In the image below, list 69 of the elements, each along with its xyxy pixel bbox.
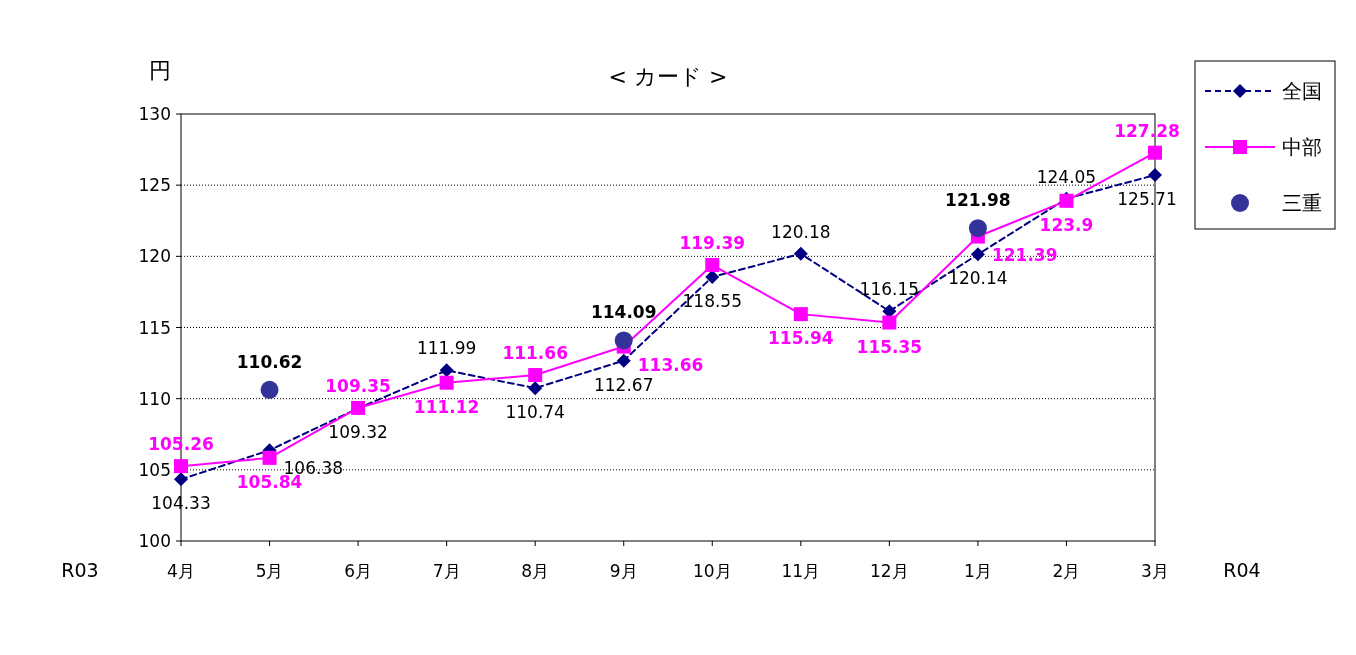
x-tick-label: 5月 [255, 561, 284, 581]
point [616, 353, 631, 368]
data-label: 124.05 [1036, 166, 1097, 187]
x-tick-label: 3月 [1141, 561, 1169, 581]
data-label: 120.14 [948, 268, 1008, 289]
x-tick-label: 8月 [521, 561, 550, 581]
data-label: 119.39 [679, 233, 746, 254]
y-tick-label: 100 [138, 531, 171, 551]
data-label: 125.71 [1117, 189, 1177, 210]
data-label: 110.62 [236, 351, 303, 372]
data-label: 121.98 [945, 190, 1011, 211]
data-label: 113.66 [637, 354, 704, 375]
legend-label: 全国 [1282, 79, 1322, 103]
y-tick-label: 130 [138, 104, 171, 124]
x-tick-label: 7月 [432, 561, 461, 581]
point [882, 315, 897, 330]
data-label: 115.35 [856, 336, 923, 357]
data-label: 111.99 [416, 338, 477, 359]
x-tick-label: 2月 [1052, 561, 1081, 581]
data-label: 120.18 [771, 221, 831, 242]
data-label: 110.74 [505, 402, 565, 423]
point [793, 307, 808, 322]
x-tick-label: 9月 [609, 561, 638, 581]
x-tick-label: 10月 [692, 561, 732, 581]
x-tick-label: 11月 [781, 561, 821, 581]
data-label: 116.15 [859, 279, 920, 300]
point [968, 219, 987, 238]
point [528, 381, 543, 396]
data-label: 109.35 [325, 375, 391, 396]
data-label: 114.09 [590, 302, 657, 323]
data-label: 104.33 [151, 493, 211, 514]
data-label: 111.66 [502, 343, 568, 364]
point [174, 459, 188, 474]
point [439, 363, 454, 378]
x-tick-label: 6月 [344, 561, 372, 581]
data-label: 115.94 [768, 328, 834, 349]
chart-title: < カード > [608, 64, 728, 89]
text: R03 [61, 559, 99, 581]
point [439, 375, 454, 390]
point [1148, 145, 1162, 160]
x-tick-label: 4月 [167, 561, 195, 581]
data-label: 118.55 [682, 290, 743, 311]
data-label: 112.67 [593, 374, 654, 395]
point [614, 331, 633, 350]
data-label: 111.12 [413, 396, 480, 417]
point [262, 450, 277, 465]
data-label: 121.39 [991, 244, 1058, 265]
y-axis-title: 円 [149, 58, 171, 83]
point [793, 246, 808, 261]
y-tick-label: 105 [138, 459, 171, 480]
point [260, 380, 279, 399]
x-tick-label: 1月 [964, 561, 992, 581]
point [174, 472, 188, 487]
data-label: 109.32 [328, 422, 388, 443]
x-tick-label: 12月 [870, 561, 909, 581]
y-tick-label: 110 [138, 388, 171, 409]
data-label: 123.9 [1039, 214, 1094, 235]
data-label: 105.26 [148, 434, 214, 455]
point [1148, 168, 1162, 183]
text: R04 [1223, 559, 1261, 581]
legend-label: 三重 [1282, 191, 1322, 215]
point [705, 258, 720, 273]
point [528, 368, 543, 383]
data-label: 127.28 [1114, 120, 1180, 141]
point [970, 247, 985, 262]
y-tick-label: 125 [138, 175, 171, 196]
legend-label: 中部 [1282, 135, 1322, 159]
y-tick-label: 120 [138, 246, 171, 267]
y-tick-label: 115 [138, 317, 171, 338]
